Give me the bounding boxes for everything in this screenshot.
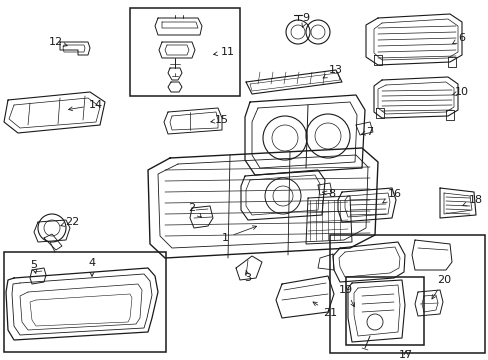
Bar bbox=[4, 252, 165, 352]
Text: 7: 7 bbox=[360, 127, 373, 137]
Text: 18: 18 bbox=[462, 195, 482, 206]
Text: 6: 6 bbox=[452, 33, 465, 44]
Bar bbox=[346, 277, 423, 345]
Text: 20: 20 bbox=[431, 275, 450, 299]
Text: 4: 4 bbox=[88, 258, 95, 276]
Text: 2: 2 bbox=[188, 203, 201, 217]
Text: 11: 11 bbox=[213, 47, 235, 57]
Text: 14: 14 bbox=[68, 100, 103, 111]
Text: 13: 13 bbox=[323, 65, 342, 78]
Text: 21: 21 bbox=[312, 302, 336, 318]
Text: 17: 17 bbox=[398, 350, 412, 360]
Text: 8: 8 bbox=[322, 189, 335, 199]
Text: 22: 22 bbox=[61, 217, 79, 227]
Bar bbox=[329, 235, 484, 353]
Text: 1: 1 bbox=[221, 226, 256, 243]
Text: 15: 15 bbox=[210, 115, 228, 125]
Text: 16: 16 bbox=[382, 189, 401, 203]
Text: 10: 10 bbox=[451, 87, 468, 97]
Bar bbox=[130, 8, 240, 96]
Text: 19: 19 bbox=[338, 285, 354, 307]
Text: 12: 12 bbox=[49, 37, 67, 47]
Text: 9: 9 bbox=[301, 13, 309, 27]
Text: 3: 3 bbox=[244, 270, 251, 283]
Text: 5: 5 bbox=[30, 260, 38, 273]
